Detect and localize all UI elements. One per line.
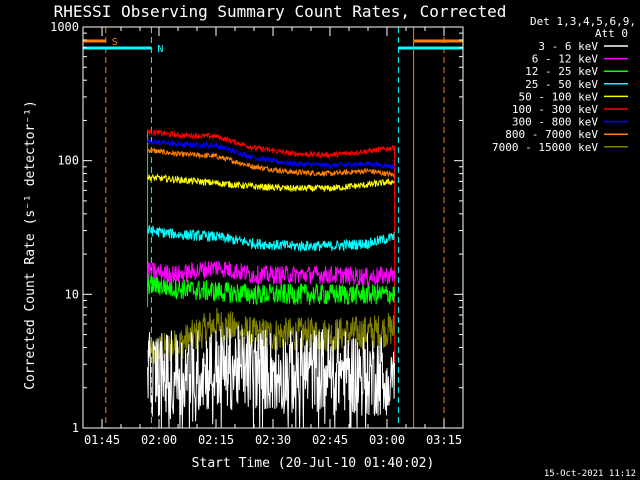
y-axis-label: Corrected Count Rate (s⁻¹ detector⁻¹) xyxy=(23,100,38,390)
series-line-800-7000-kev xyxy=(147,147,395,179)
series-line-6-12-kev xyxy=(147,260,396,287)
series-line-100-300-kev xyxy=(147,128,396,160)
x-tick-label: 03:15 xyxy=(426,433,462,447)
legend-entry-label: 800 - 7000 keV xyxy=(505,128,598,141)
x-tick-label: 03:00 xyxy=(369,433,405,447)
marker-layer: SN xyxy=(83,27,463,428)
series-line-50-100-kev xyxy=(147,173,395,193)
series-line-3-6-kev xyxy=(147,325,396,428)
footer-date: 15-Oct-2021 11:12 xyxy=(544,469,636,479)
series-line-300-800-kev xyxy=(147,137,396,170)
legend-entry-label: 300 - 800 keV xyxy=(512,116,598,129)
x-tick-label: 02:15 xyxy=(198,433,234,447)
x-axis-label: Start Time (20-Jul-10 01:40:02) xyxy=(192,456,435,471)
y-tick-label: 100 xyxy=(57,154,79,168)
series-line-25-50-kev xyxy=(147,224,395,253)
series-line-7000-15000-kev xyxy=(147,307,396,366)
saa-marker-label: S xyxy=(112,37,118,48)
legend-entry-label: 6 - 12 keV xyxy=(532,53,599,66)
legend-header-line2: Att 0 xyxy=(595,27,628,40)
series-layer xyxy=(147,128,396,428)
y-tick-label: 1000 xyxy=(50,20,79,34)
night-marker-label: N xyxy=(157,44,163,55)
legend-entry-label: 100 - 300 keV xyxy=(512,103,598,116)
legend-entry-label: 50 - 100 keV xyxy=(519,90,599,103)
legend-entry-label: 12 - 25 keV xyxy=(525,65,598,78)
axes-layer: 1 10 100 1000 01:45 02:00 02:15 02:30 02:45 03:00… xyxy=(50,20,464,447)
legend-entry-label: 25 - 50 keV xyxy=(525,78,598,91)
series-line-12-25-kev xyxy=(147,274,396,306)
legend-entry-label: 3 - 6 keV xyxy=(538,40,598,53)
x-tick-label: 02:30 xyxy=(255,433,291,447)
y-tick-label: 10 xyxy=(65,287,79,301)
y-tick-label: 1 xyxy=(72,421,79,435)
x-tick-label: 01:45 xyxy=(84,433,120,447)
x-tick-label: 02:00 xyxy=(141,433,177,447)
legend-header-line1: Det 1,3,4,5,6,9, xyxy=(530,15,636,28)
x-tick-label: 02:45 xyxy=(312,433,348,447)
chart-title: RHESSI Observing Summary Count Rates, Co… xyxy=(54,2,507,21)
legend-entry-label: 7000 - 15000 keV xyxy=(492,141,598,154)
